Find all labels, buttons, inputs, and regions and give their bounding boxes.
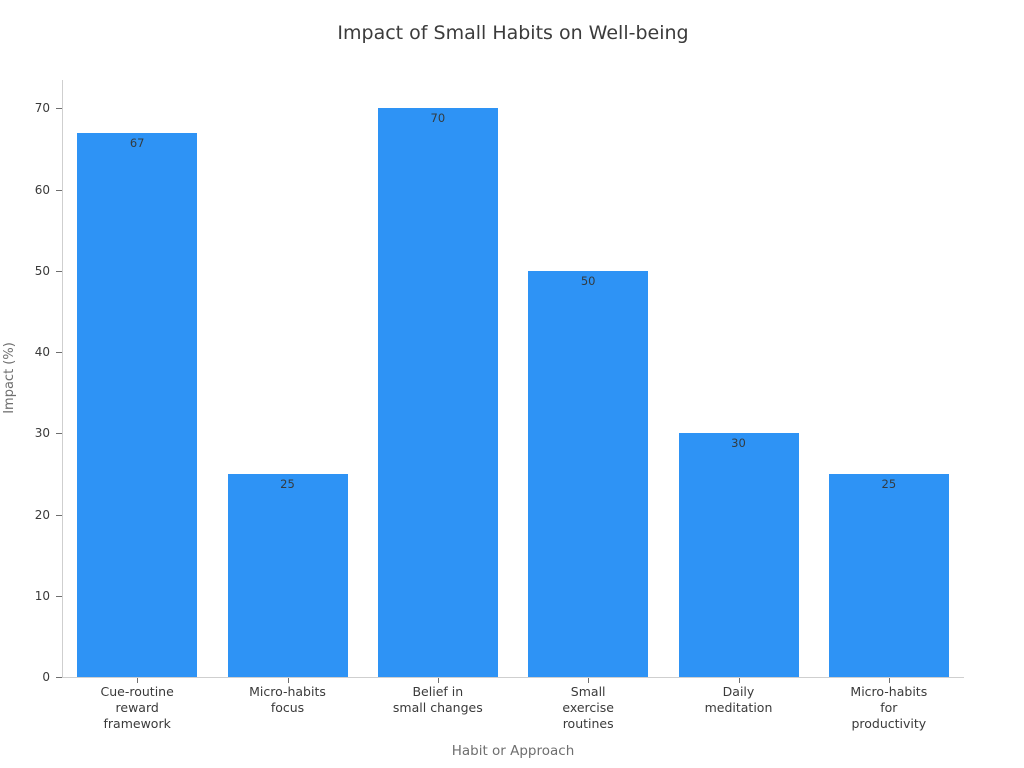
- x-axis-tick-mark: [738, 678, 740, 683]
- y-axis-tick-mark: [56, 189, 62, 191]
- x-axis-tick-mark: [287, 678, 289, 683]
- x-axis-tick-label: Small exercise routines: [562, 684, 614, 731]
- y-axis-tick-mark: [56, 352, 62, 354]
- bar: [528, 270, 649, 677]
- y-axis-tick-label: 20: [34, 507, 50, 522]
- bar: [377, 108, 498, 677]
- y-axis-tick-mark: [56, 514, 62, 516]
- y-axis-tick-mark: [56, 433, 62, 435]
- y-axis-tick-label: 40: [34, 345, 50, 360]
- x-axis-tick-label: Daily meditation: [704, 684, 773, 715]
- chart-title: Impact of Small Habits on Well-being: [337, 22, 689, 44]
- x-axis-tick-mark: [137, 678, 139, 683]
- x-axis-tick-label: Cue-routine reward framework: [100, 684, 174, 731]
- y-axis-tick-label: 60: [34, 182, 50, 197]
- bar-value-label: 25: [881, 476, 897, 491]
- bar: [227, 473, 348, 677]
- x-axis-tick-mark: [437, 678, 439, 683]
- x-axis-line: [62, 677, 964, 678]
- bar-value-label: 67: [129, 135, 145, 150]
- y-axis-tick-mark: [56, 270, 62, 272]
- x-axis-tick-label: Micro-habits for productivity: [850, 684, 928, 731]
- bar: [828, 473, 949, 677]
- bar-value-label: 50: [580, 273, 596, 288]
- y-axis-tick-mark: [56, 595, 62, 597]
- x-axis-title: Habit or Approach: [451, 743, 575, 759]
- y-axis-tick-label: 30: [34, 426, 50, 441]
- y-axis-tick-label: 70: [34, 101, 50, 116]
- x-axis-tick-mark: [588, 678, 590, 683]
- x-axis-tick-mark: [888, 678, 890, 683]
- bar: [678, 433, 799, 677]
- x-axis-tick-label: Belief in small changes: [392, 684, 483, 715]
- bar: [77, 132, 198, 677]
- y-axis-title: Impact (%): [2, 342, 17, 414]
- y-axis-tick-mark: [56, 108, 62, 110]
- x-axis-tick-label: Micro-habits focus: [249, 684, 326, 715]
- y-axis-tick-mark: [56, 677, 62, 678]
- bar-value-label: 30: [731, 436, 746, 451]
- y-axis-tick-label: 50: [34, 263, 50, 278]
- bar-value-label: 70: [430, 111, 446, 126]
- y-axis-line: [62, 80, 63, 677]
- bar-value-label: 25: [280, 476, 295, 491]
- y-axis-tick-label: 0: [42, 670, 50, 684]
- y-axis-tick-label: 10: [34, 588, 50, 603]
